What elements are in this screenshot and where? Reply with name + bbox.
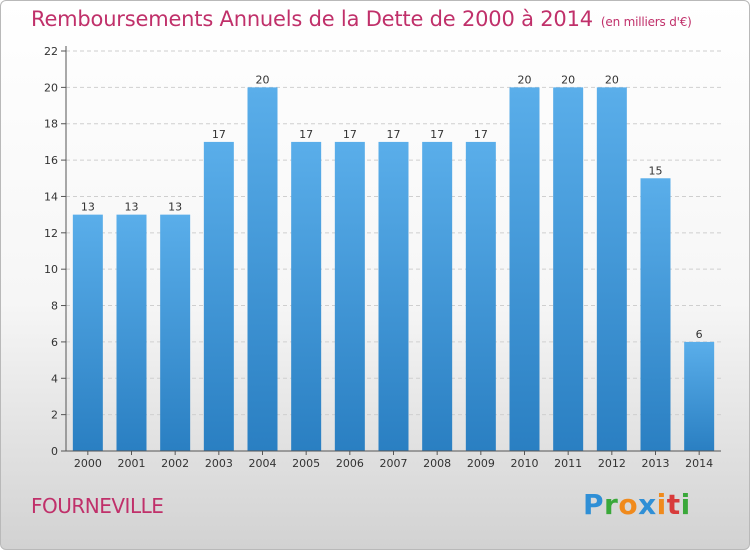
x-tick-label: 2001 xyxy=(118,457,146,470)
x-tick-label: 2005 xyxy=(292,457,320,470)
chart-title-text: Remboursements Annuels de la Dette de 20… xyxy=(31,7,593,31)
data-label: 17 xyxy=(212,128,226,141)
x-tick-label: 2009 xyxy=(467,457,495,470)
y-tick-label: 0 xyxy=(51,445,58,458)
bar xyxy=(596,87,627,451)
x-tick-label: 2010 xyxy=(511,457,539,470)
bar xyxy=(72,214,103,451)
chart-title: Remboursements Annuels de la Dette de 20… xyxy=(31,7,692,31)
y-tick-label: 2 xyxy=(51,409,58,422)
x-tick-label: 2012 xyxy=(598,457,626,470)
x-tick-label: 2004 xyxy=(249,457,277,470)
logo-letter: i xyxy=(680,488,691,521)
x-tick-label: 2008 xyxy=(423,457,451,470)
x-tick-label: 2013 xyxy=(642,457,670,470)
y-tick-label: 10 xyxy=(44,263,58,276)
y-tick-label: 22 xyxy=(44,45,58,58)
bar xyxy=(203,141,234,451)
data-label: 13 xyxy=(81,201,95,214)
data-label: 17 xyxy=(343,128,357,141)
x-tick-label: 2003 xyxy=(205,457,233,470)
bar xyxy=(334,141,365,451)
bar xyxy=(684,341,715,451)
bar xyxy=(553,87,584,451)
data-label: 6 xyxy=(696,328,703,341)
logo-letter: t xyxy=(666,488,681,521)
data-label: 20 xyxy=(561,73,575,86)
y-tick-label: 4 xyxy=(51,372,58,385)
logo-letter: r xyxy=(604,488,619,521)
proxiti-logo: Proxiti xyxy=(583,488,691,521)
x-tick-label: 2011 xyxy=(554,457,582,470)
bar xyxy=(509,87,540,451)
logo-letter: i xyxy=(656,488,667,521)
logo-letter: x xyxy=(638,488,657,521)
data-label: 15 xyxy=(649,164,663,177)
bar xyxy=(160,214,191,451)
unit-note: (en milliers d'€) xyxy=(600,15,692,29)
x-tick-label: 2000 xyxy=(74,457,102,470)
data-label: 17 xyxy=(387,128,401,141)
data-label: 17 xyxy=(430,128,444,141)
bar xyxy=(465,141,496,451)
labels: 0 2 4 6 8 10 12 14 16 18 20 22 13 2000 13 2001 13 2002 17 2… xyxy=(44,45,713,470)
data-label: 13 xyxy=(168,201,182,214)
data-label: 20 xyxy=(256,73,270,86)
data-label: 20 xyxy=(605,73,619,86)
bar xyxy=(116,214,147,451)
y-tick-label: 6 xyxy=(51,336,58,349)
location-name: FOURNEVILLE xyxy=(31,494,164,518)
y-tick-label: 20 xyxy=(44,81,58,94)
logo-letter: o xyxy=(618,488,639,521)
bar xyxy=(422,141,453,451)
axes xyxy=(61,46,721,455)
logo-letter: P xyxy=(583,488,605,521)
data-label: 20 xyxy=(518,73,532,86)
y-tick-label: 16 xyxy=(44,154,58,167)
x-tick-label: 2002 xyxy=(161,457,189,470)
bar xyxy=(378,141,409,451)
data-label: 13 xyxy=(125,201,139,214)
x-tick-label: 2006 xyxy=(336,457,364,470)
data-label: 17 xyxy=(474,128,488,141)
bars xyxy=(72,87,715,452)
bar xyxy=(291,141,322,451)
x-tick-label: 2007 xyxy=(380,457,408,470)
x-tick-label: 2014 xyxy=(685,457,713,470)
y-tick-label: 12 xyxy=(44,227,58,240)
y-tick-label: 8 xyxy=(51,300,58,313)
bar xyxy=(247,87,278,451)
y-tick-label: 18 xyxy=(44,118,58,131)
y-tick-label: 14 xyxy=(44,190,58,203)
bar xyxy=(640,178,671,452)
data-label: 17 xyxy=(299,128,313,141)
